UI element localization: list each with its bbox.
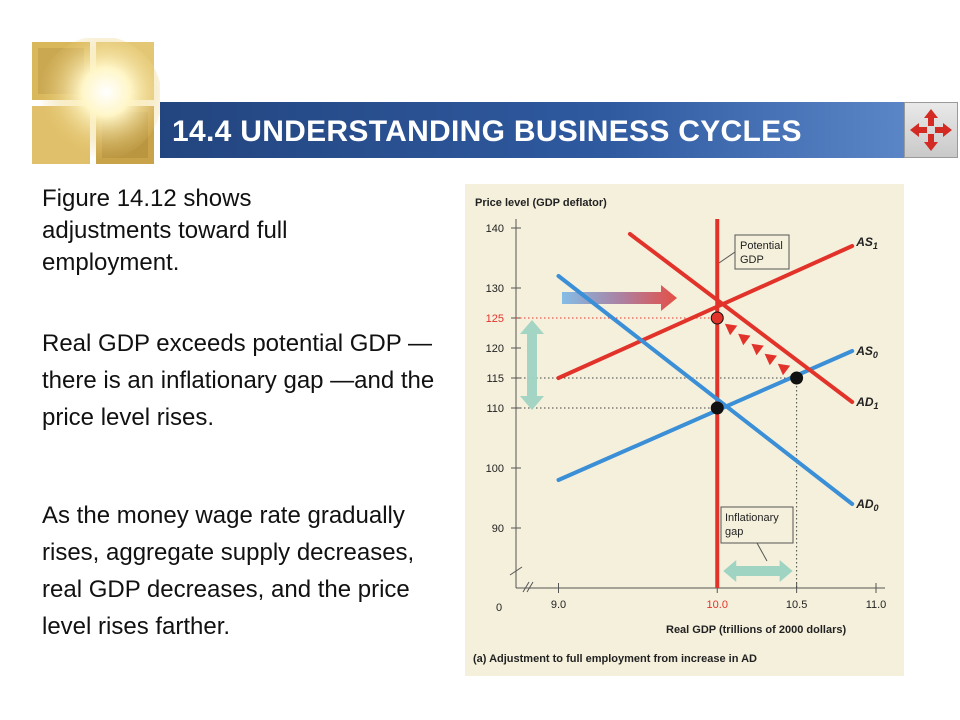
x-axis-break xyxy=(522,581,530,593)
paragraph-adjustment: As the money wage rate gradually rises, … xyxy=(42,502,415,640)
potential-gdp-label: GDP xyxy=(740,254,764,266)
y-axis-break xyxy=(509,566,523,576)
nav-button[interactable] xyxy=(904,102,958,158)
y-tick-label: 100 xyxy=(486,463,504,475)
y-tick-label: 115 xyxy=(486,373,504,385)
adjustment-arrow xyxy=(777,363,791,376)
x-tick-label: 11.0 xyxy=(866,599,887,611)
series-label-ad0: AD0 xyxy=(855,497,878,513)
adjustment-arrow xyxy=(764,353,777,366)
price-rise-arrow xyxy=(520,320,544,410)
equilibrium-point xyxy=(710,311,724,325)
y-tick-label: 125 xyxy=(486,313,504,325)
potential-gdp-leader xyxy=(718,251,736,264)
paragraph-inflationary-gap: Real GDP exceeds potential GDP — there i… xyxy=(42,330,435,431)
ad-shift-arrow xyxy=(562,285,677,311)
potential-gdp-label: Potential xyxy=(740,240,783,252)
equilibrium-point xyxy=(790,371,804,385)
logo xyxy=(32,38,160,164)
series-label-as1: AS1 xyxy=(855,235,878,251)
chart-caption: (a) Adjustment to full employment from i… xyxy=(473,653,757,665)
y-axis-label: Price level (GDP deflator) xyxy=(475,197,607,209)
adjustment-arrow xyxy=(724,323,738,336)
chart-svg: Price level (GDP deflator) Real GDP (tri… xyxy=(473,197,887,665)
y-tick-label: 130 xyxy=(486,283,504,295)
four-way-arrow-icon xyxy=(910,109,952,151)
gap-leader xyxy=(756,542,768,562)
series-as0 xyxy=(556,349,855,482)
x-tick-label: 10.0 xyxy=(707,599,728,611)
title-bar: 14.4 UNDERSTANDING BUSINESS CYCLES xyxy=(160,102,904,158)
series-ad0 xyxy=(556,274,855,506)
y-tick-label: 110 xyxy=(486,403,504,415)
gap-label: gap xyxy=(725,526,743,538)
x-axis-break xyxy=(526,581,534,593)
adjustment-arrow xyxy=(738,333,751,346)
equilibrium-point xyxy=(710,401,724,415)
slide-title: 14.4 UNDERSTANDING BUSINESS CYCLES xyxy=(172,115,802,148)
y-tick-label: 120 xyxy=(486,343,504,355)
x-tick-label: 9.0 xyxy=(551,599,566,611)
gap-arrow xyxy=(723,560,793,582)
y-tick-label: 140 xyxy=(486,223,504,235)
series-ad1 xyxy=(627,232,855,404)
adjustment-arrow xyxy=(751,343,764,356)
series-as1 xyxy=(556,244,855,380)
y-tick-label: 90 xyxy=(492,523,504,535)
origin-label: 0 xyxy=(496,602,502,614)
gap-label: Inflationary xyxy=(725,512,779,524)
paragraph-intro: Figure 14.12 shows adjustments toward fu… xyxy=(42,185,288,276)
chart-panel: Price level (GDP deflator) Real GDP (tri… xyxy=(465,184,904,676)
series-label-ad1: AD1 xyxy=(855,395,878,411)
series-label-as0: AS0 xyxy=(855,344,878,360)
x-axis-label: Real GDP (trillions of 2000 dollars) xyxy=(666,624,846,636)
x-tick-label: 10.5 xyxy=(786,599,807,611)
gap-label-box xyxy=(720,506,794,544)
